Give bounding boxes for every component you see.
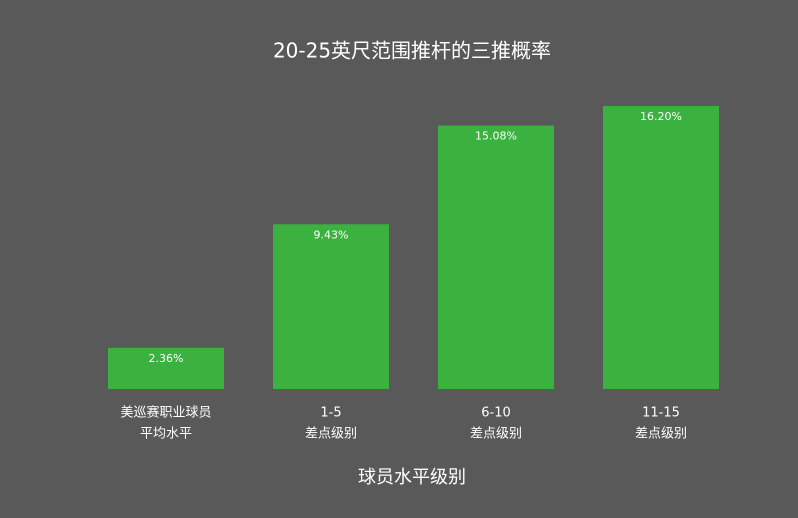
x-tick-label: 平均水平	[140, 427, 192, 442]
x-tick-label: 11-15	[642, 406, 680, 421]
x-tick-label: 差点级别	[470, 427, 522, 442]
x-tick-label: 差点级别	[305, 427, 357, 442]
x-tick-label: 美巡赛职业球员	[120, 405, 211, 421]
value-label: 9.43%	[314, 228, 349, 241]
bar	[273, 224, 389, 389]
x-tick-label: 差点级别	[635, 427, 687, 442]
value-label: 2.36%	[149, 352, 184, 365]
value-label: 15.08%	[475, 130, 517, 143]
bar	[108, 347, 224, 389]
value-label: 16.20%	[640, 110, 682, 123]
x-tick-label: 1-5	[320, 406, 341, 421]
bar	[438, 125, 554, 389]
x-axis-label: 球员水平级别	[358, 467, 466, 488]
bar	[603, 106, 719, 389]
chart-title: 20-25英尺范围推杆的三推概率	[273, 39, 551, 63]
x-tick-label: 6-10	[481, 406, 511, 421]
